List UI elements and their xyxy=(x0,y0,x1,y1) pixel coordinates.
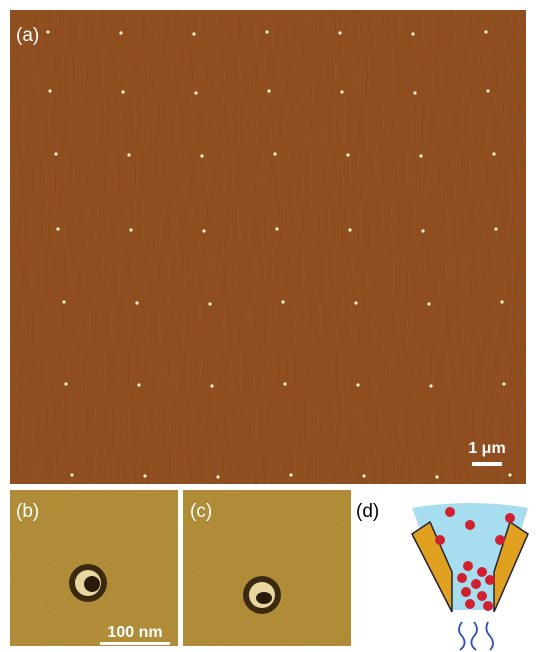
dot xyxy=(137,383,140,386)
dot xyxy=(340,90,343,93)
dot xyxy=(210,384,213,387)
dot xyxy=(494,227,497,230)
texture xyxy=(10,10,526,484)
dot xyxy=(429,384,432,387)
dot xyxy=(500,300,503,303)
dot xyxy=(419,154,422,157)
dot xyxy=(413,91,416,94)
dot xyxy=(135,301,138,304)
particle xyxy=(477,567,487,577)
dot xyxy=(356,383,359,386)
particle xyxy=(483,601,493,611)
dot xyxy=(208,302,211,305)
dot xyxy=(267,89,270,92)
particle xyxy=(477,591,487,601)
particle xyxy=(435,535,445,545)
panel-label: (d) xyxy=(356,501,379,522)
dot xyxy=(48,89,51,92)
dot xyxy=(121,90,124,93)
dot xyxy=(283,382,286,385)
dot xyxy=(273,152,276,155)
panel-label: (b) xyxy=(16,501,39,522)
dot xyxy=(427,302,430,305)
dot xyxy=(348,228,351,231)
dot xyxy=(492,152,495,155)
panel-label: (a) xyxy=(16,25,39,46)
dot xyxy=(354,301,357,304)
dot xyxy=(70,473,73,476)
panel-b: (b) 100 nm xyxy=(10,490,178,646)
dot xyxy=(202,229,205,232)
dot xyxy=(64,382,67,385)
scale-bar xyxy=(100,642,170,645)
dot xyxy=(411,32,414,35)
dot xyxy=(502,382,505,385)
dot xyxy=(216,475,219,478)
dot xyxy=(281,300,284,303)
dot xyxy=(192,32,195,35)
strand xyxy=(471,622,477,650)
dot xyxy=(194,91,197,94)
dot xyxy=(119,31,122,34)
scale-bar-label: 100 nm xyxy=(107,624,162,641)
dot xyxy=(56,227,59,230)
particle xyxy=(445,507,455,517)
panel-a: (a) 1 μm xyxy=(10,10,526,484)
particle xyxy=(465,520,475,530)
scale-bar-label: 1 μm xyxy=(468,440,505,457)
dot xyxy=(346,153,349,156)
particle xyxy=(485,575,495,585)
dot xyxy=(143,474,146,477)
dot xyxy=(421,229,424,232)
particle xyxy=(505,513,515,523)
dot xyxy=(362,474,365,477)
dot xyxy=(435,475,438,478)
dot xyxy=(62,300,65,303)
dot xyxy=(275,227,278,230)
dot xyxy=(289,473,292,476)
dot xyxy=(127,153,130,156)
particle xyxy=(465,599,475,609)
particle xyxy=(457,573,467,583)
dot xyxy=(54,152,57,155)
dot xyxy=(265,30,268,33)
panel-c: (c) xyxy=(183,490,351,646)
particle xyxy=(495,535,505,545)
dot xyxy=(484,30,487,33)
pore-core xyxy=(84,576,100,592)
panel-d: (d) xyxy=(356,501,528,650)
dot xyxy=(129,228,132,231)
dot xyxy=(508,473,511,476)
strand xyxy=(486,622,493,650)
particle xyxy=(463,561,473,571)
scale-bar xyxy=(472,462,502,466)
dot xyxy=(338,31,341,34)
figure: (a) 1 μm (b) 100 nm (c) (d) xyxy=(0,0,536,652)
dot xyxy=(46,30,49,33)
dot xyxy=(200,154,203,157)
pore-core xyxy=(256,592,272,604)
strands xyxy=(459,622,493,650)
strand xyxy=(459,622,465,650)
dot xyxy=(486,89,489,92)
panel-label: (c) xyxy=(190,501,212,522)
particle xyxy=(471,579,481,589)
particle xyxy=(461,587,471,597)
